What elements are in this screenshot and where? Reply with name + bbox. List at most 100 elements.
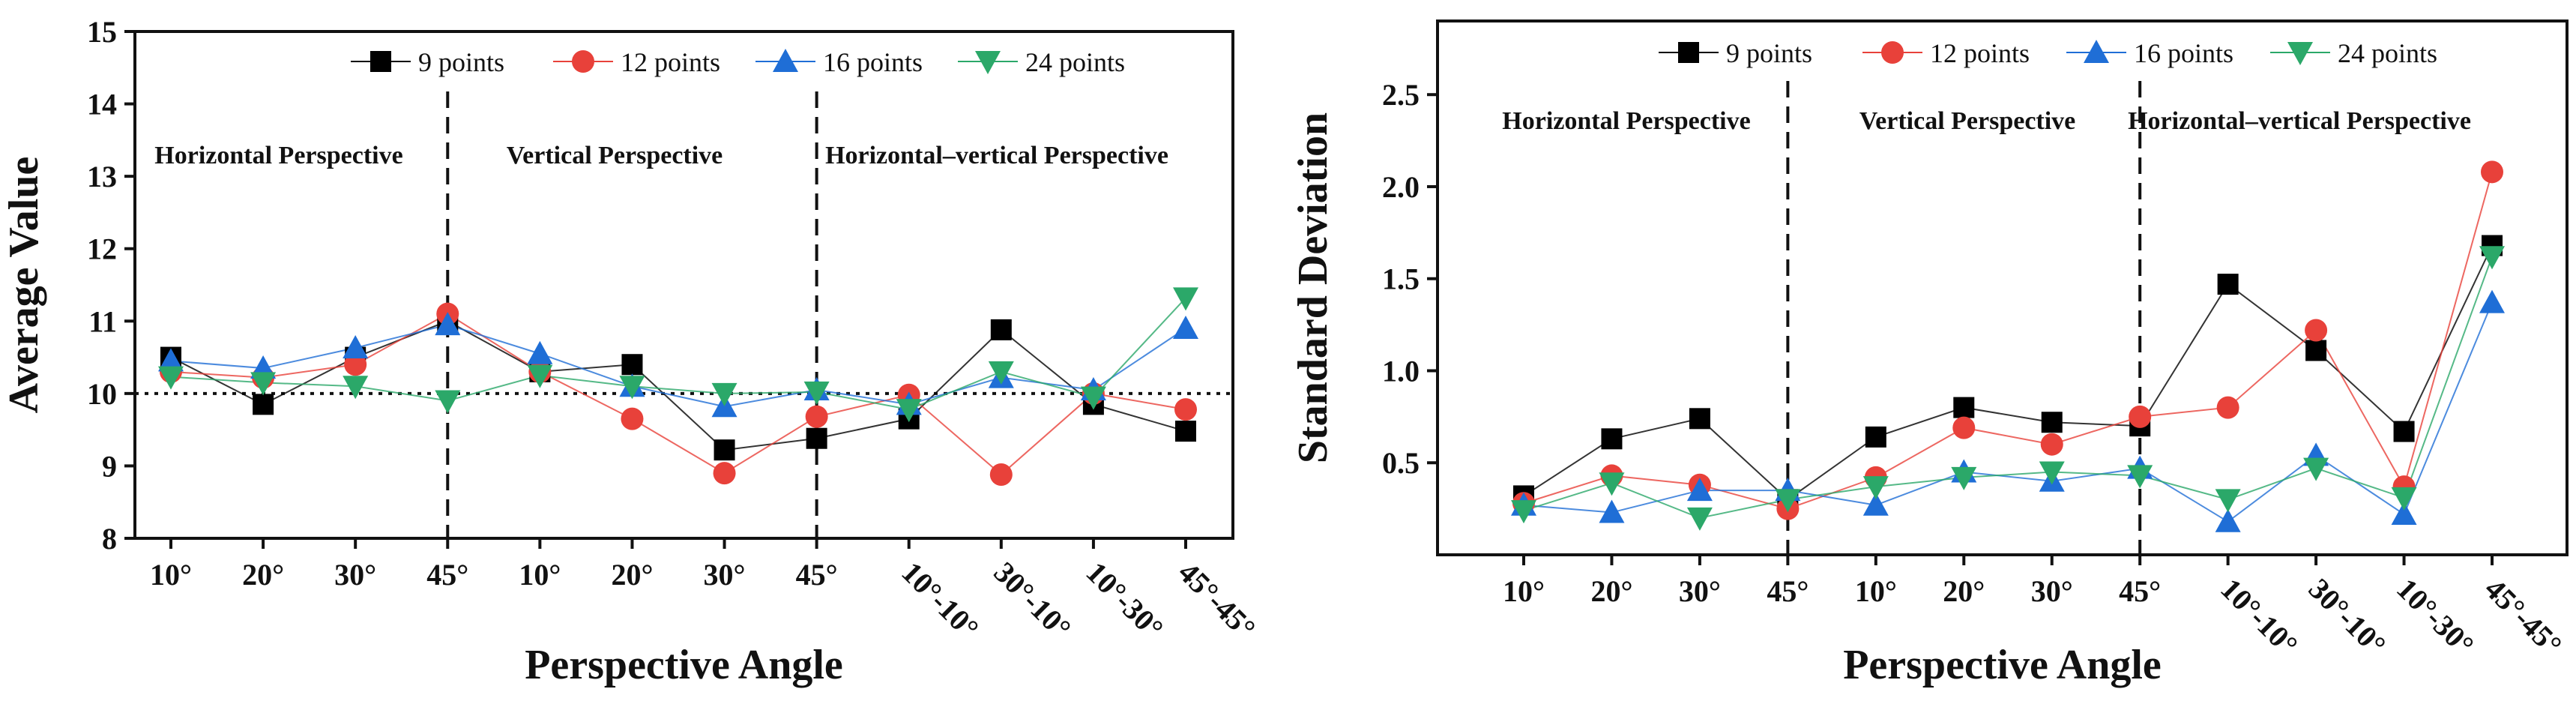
series-line-24-points [170,297,1186,411]
y-tick-label: 10 [87,377,117,411]
data-point-9-points [1601,428,1623,450]
legend-marker [1678,42,1699,63]
data-point-9-points [253,394,274,415]
legend-marker [2084,40,2109,63]
data-point-24-points [1686,507,1713,531]
data-point-9-points [714,439,735,461]
x-tick-label: 10° [1503,574,1545,608]
x-tick-label: 10° [1855,574,1897,608]
legend-marker [773,49,798,72]
x-axis-title: Perspective Angle [525,642,843,688]
x-axis-title: Perspective Angle [1843,642,2162,688]
legend-label: 16 points [823,47,923,77]
legend-label: 24 points [2338,38,2437,68]
chart-2: 0.5 1.0 1.5 2.0 2.5 10° 20° 30° 45° 10° 20° 30° 45° 1… [1290,19,2569,688]
series-line-16-points [170,324,1186,408]
legend-marker [572,50,594,73]
plot-frame [133,30,1234,540]
data-point-24-points [1511,500,1536,524]
data-point-24-points [2039,461,2065,485]
plot-frame [1436,19,2569,556]
legend-marker [975,51,1001,74]
data-point-24-points [2303,457,2329,481]
data-point-16-points [435,312,461,336]
y-tick-label: 11 [88,304,117,338]
y-tick-label: 15 [87,15,117,49]
x-tick-label: 45°-45° [2479,572,2569,662]
legend-label: 12 points [621,47,720,77]
series-line-24-points [1523,256,2493,519]
legend-label: 16 points [2134,38,2233,68]
series-line-12-points [170,313,1186,476]
region-label: Vertical Perspective [1859,107,2076,135]
data-point-24-points [2215,489,2241,513]
x-tick-label: 30°-10° [987,556,1077,646]
legend-label: 12 points [1930,38,2030,68]
data-point-24-points [2479,246,2505,270]
data-point-12-points [1174,398,1197,421]
x-tick-label: 10° [519,558,561,592]
data-point-9-points [1865,426,1886,448]
x-tick-label: 10°-30° [1080,556,1170,646]
data-point-12-points [805,405,828,428]
x-tick-label: 45° [2119,574,2161,608]
region-label: Horizontal–vertical Perspective [2128,107,2471,135]
data-point-12-points [2216,396,2239,419]
x-tick-label: 30° [2031,574,2073,608]
legend-label: 24 points [1025,47,1125,77]
legend-marker [2287,42,2313,65]
data-point-12-points [2040,433,2063,456]
data-point-16-points [1686,478,1713,502]
y-tick-label: 1.0 [1382,354,1420,388]
data-point-9-points [2393,421,2415,442]
legend-marker [370,51,391,72]
series-line-9-points [170,320,1186,451]
data-point-16-points [2391,501,2417,525]
x-tick-label: 30° [704,558,746,592]
x-tick-label: 20° [1590,574,1632,608]
data-point-9-points [806,427,827,449]
data-point-24-points [619,376,645,400]
data-point-12-points [2481,160,2503,184]
x-tick-label: 45° [1767,574,1809,608]
legend-marker [1881,41,1904,64]
data-point-16-points [343,335,369,359]
data-point-24-points [2391,487,2417,511]
legend-label: 9 points [1726,38,1812,68]
x-tick-label: 10° [150,558,192,592]
y-axis-title: Average Value [1,157,47,414]
data-point-12-points [344,353,367,376]
data-point-24-points [435,390,461,414]
data-point-9-points [621,354,643,376]
data-point-16-points [1862,492,1889,516]
x-tick-label: 30°-10° [2302,572,2392,662]
data-point-12-points [2305,319,2328,342]
x-tick-label: 30° [334,558,376,592]
data-point-16-points [2479,289,2505,313]
x-tick-label: 10°-10° [2214,572,2304,662]
y-tick-label: 8 [102,522,117,556]
y-tick-label: 2.0 [1382,170,1420,204]
y-axis-title: Standard Deviation [1290,112,1336,463]
data-point-12-points [1952,416,1976,439]
region-label: Horizontal Perspective [1502,107,1750,135]
data-point-9-points [2305,340,2327,361]
data-point-12-points [621,407,644,430]
series-line-16-points [1523,302,2493,523]
data-point-24-points [250,372,277,396]
data-point-24-points [1862,476,1889,500]
data-point-9-points [1175,421,1196,442]
data-point-24-points [896,399,922,423]
y-tick-label: 1.5 [1382,262,1420,296]
region-label: Horizontal–vertical Perspective [825,142,1168,169]
x-tick-label: 20° [242,558,284,592]
data-point-24-points [1080,386,1106,410]
data-point-24-points [343,376,369,400]
x-tick-label: 45° [426,558,468,592]
y-tick-label: 2.5 [1382,78,1420,112]
data-point-9-points [2217,274,2239,295]
y-tick-label: 12 [87,232,117,266]
data-point-16-points [527,340,553,364]
data-point-12-points [2129,405,2152,428]
